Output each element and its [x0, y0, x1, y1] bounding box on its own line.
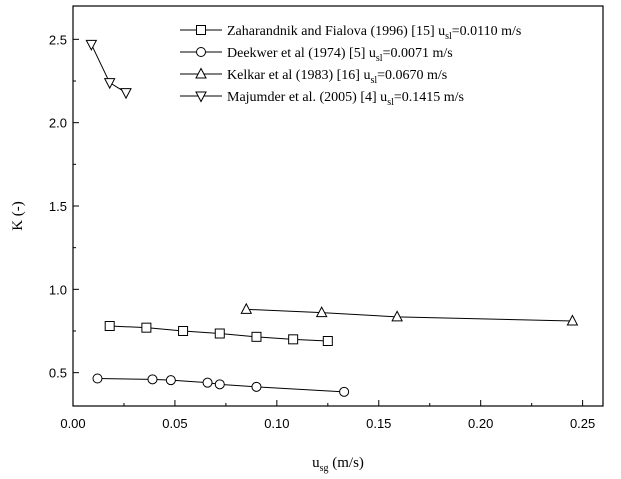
data-point: [214, 379, 225, 390]
series-3: [240, 302, 579, 326]
x-axis-label-subscript: sg: [320, 463, 329, 474]
y-tick-label: 0.5: [49, 366, 67, 381]
x-tick-label: 0.25: [570, 416, 595, 431]
legend-label: Majumder et al. (2005) [4] usl=0.1415 m/…: [227, 90, 464, 108]
data-point: [339, 386, 350, 397]
data-point: [288, 334, 299, 345]
series-2: [92, 373, 350, 397]
data-point: [566, 314, 579, 326]
legend: Zaharandnik and Fialova (1996) [15] usl=…: [180, 24, 521, 108]
x-axis-label: usg (m/s): [312, 455, 364, 474]
x-tick-label: 0.20: [468, 416, 493, 431]
data-point: [214, 328, 225, 339]
data-point: [391, 310, 403, 322]
legend-marker: [196, 25, 206, 35]
series-line: [246, 308, 573, 322]
series-layer: [85, 39, 579, 397]
y-axis-label: K (-): [10, 201, 26, 231]
legend-label: Kelkar et al (1983) [16] usl=0.0670 m/s: [227, 68, 447, 86]
x-axis-label-base: u: [312, 455, 320, 471]
y-tick-label: 1.0: [49, 282, 67, 297]
x-tick-label: 0.05: [162, 416, 187, 431]
legend-entry: Majumder et al. (2005) [4] usl=0.1415 m/…: [180, 90, 464, 108]
data-point: [315, 306, 328, 318]
x-tick-label: 0.10: [264, 416, 289, 431]
x-tick-label: 0.15: [366, 416, 391, 431]
plot-frame: [72, 5, 604, 407]
y-tick-label: 2.0: [49, 116, 67, 131]
legend-entry: Zaharandnik and Fialova (1996) [15] usl=…: [180, 24, 521, 42]
plot-area: [72, 5, 604, 407]
legend-label: Zaharandnik and Fialova (1996) [15] usl=…: [227, 24, 521, 42]
data-point: [92, 373, 103, 384]
y-tick-label: 1.5: [49, 199, 67, 214]
data-point: [251, 331, 262, 342]
data-point: [178, 326, 189, 336]
data-point: [165, 375, 176, 386]
data-point: [147, 374, 158, 385]
legend-entry: Deekwer et al (1974) [5] usl=0.0071 m/s: [180, 46, 453, 64]
x-axis: 0.00 0.05 0.10 0.15 0.20 0.25: [60, 400, 595, 431]
data-point: [85, 39, 98, 51]
data-point: [120, 88, 132, 100]
data-point: [104, 321, 115, 331]
legend-entry: Kelkar et al (1983) [16] usl=0.0670 m/s: [180, 67, 447, 86]
y-axis: 0.5 1.0 1.5 2.0 2.5: [49, 32, 79, 381]
data-point: [251, 381, 262, 392]
data-point: [141, 322, 152, 333]
series-4: [85, 39, 132, 100]
x-axis-label-unit: (m/s): [328, 455, 363, 471]
legend-marker: [195, 67, 207, 79]
y-tick-label: 2.5: [49, 32, 67, 47]
data-point: [202, 377, 213, 388]
data-point: [103, 78, 116, 90]
legend-label: Deekwer et al (1974) [5] usl=0.0071 m/s: [227, 46, 453, 64]
data-point: [322, 336, 333, 346]
series-1: [104, 321, 333, 346]
legend-marker: [196, 47, 206, 57]
legend-marker: [195, 91, 207, 103]
x-tick-label: 0.00: [60, 416, 85, 431]
data-point: [240, 302, 253, 314]
